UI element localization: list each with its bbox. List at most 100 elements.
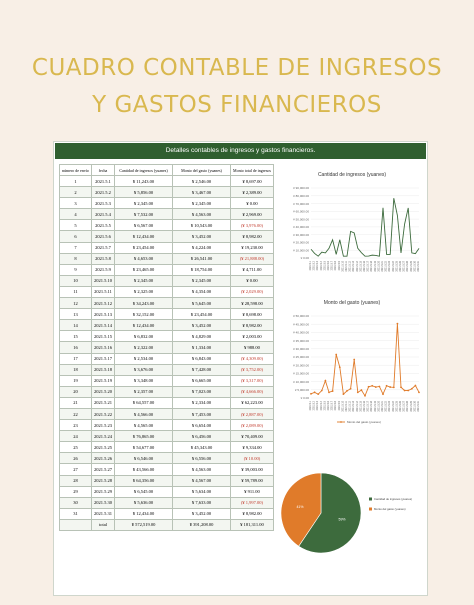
table-cell: 2021.5.13 bbox=[91, 308, 115, 321]
table-row: 9 2021.5.9 ¥ 23,465.00 ¥ 18,754.00 ¥ 4,711.0… bbox=[59, 263, 274, 276]
table-cell: 25 bbox=[59, 441, 92, 454]
table-cell: ¥ 4,653.00 bbox=[114, 252, 173, 265]
table-cell: ¥ 8,697.00 bbox=[230, 174, 274, 188]
x-tick-label: 2021.5.18 bbox=[370, 400, 373, 411]
table-cell: ¥ 572,519.00 bbox=[114, 518, 173, 532]
x-tick-label: 2021.5.7 bbox=[331, 400, 334, 410]
table-cell: (¥ 3,752.00) bbox=[230, 363, 274, 376]
data-point bbox=[382, 393, 384, 396]
table-cell: 2021.5.25 bbox=[91, 441, 115, 454]
table-row: 22 2021.5.22 ¥ 4,566.00 ¥ 7,453.00 (¥ 2,887.… bbox=[59, 407, 274, 421]
x-tick-label: 2021.5.31 bbox=[417, 260, 420, 271]
x-tick-label: 2021.5.25 bbox=[395, 260, 398, 271]
y-tick-label: ¥ 5,000.00 bbox=[295, 388, 310, 392]
y-tick-label: ¥ 25,000.00 bbox=[293, 355, 309, 359]
table-cell: 5 bbox=[59, 219, 92, 232]
x-tick-label: 2021.5.4 bbox=[320, 400, 323, 410]
table-cell: ¥ 11,243.00 bbox=[114, 174, 173, 188]
table-cell: ¥ 4,711.00 bbox=[230, 263, 274, 276]
x-tick-label: 2021.5.22 bbox=[385, 400, 388, 411]
table-cell: (¥ 21,888.00) bbox=[230, 252, 274, 265]
table-cell: ¥ 32,152.00 bbox=[114, 308, 173, 321]
table-cell: ¥ 23,454.00 bbox=[114, 241, 173, 254]
table-row: 14 2021.5.14 ¥ 12,434.00 ¥ 3,452.00 ¥ 8,982.… bbox=[59, 319, 274, 332]
table-row: 30 2021.5.30 ¥ 5,636.00 ¥ 7,633.00 (¥ 1,997.… bbox=[59, 496, 274, 509]
table-cell: ¥ 6,843.00 bbox=[172, 352, 231, 365]
table-cell: ¥ 64,356.00 bbox=[114, 474, 173, 487]
x-tick-label: 2021.5.30 bbox=[413, 260, 416, 271]
table-cell: ¥ 9,334.00 bbox=[230, 441, 274, 454]
data-point bbox=[378, 385, 381, 388]
table-cell: ¥ 6,556.00 bbox=[172, 452, 231, 465]
table-cell: (¥ 2,089.00) bbox=[230, 419, 274, 432]
table-cell: 6 bbox=[59, 230, 92, 243]
page-title-line1: CUADRO CONTABLE DE INGRESOS bbox=[31, 55, 443, 81]
x-tick-label: 2021.5.15 bbox=[359, 400, 362, 411]
table-cell: 28 bbox=[59, 474, 92, 487]
x-tick-label: 2021.5.30 bbox=[413, 400, 416, 411]
table-cell: 21 bbox=[59, 396, 92, 409]
series-line bbox=[310, 323, 420, 397]
data-point bbox=[407, 389, 410, 392]
x-tick-label: 2021.5.17 bbox=[367, 260, 370, 271]
data-point bbox=[360, 389, 363, 391]
table-row: 7 2021.5.7 ¥ 23,454.00 ¥ 4,224.00 ¥ 19,230.0… bbox=[59, 241, 274, 254]
x-tick-label: 2021.5.27 bbox=[403, 400, 406, 411]
x-tick-label: 2021.5.9 bbox=[338, 260, 341, 270]
table-cell: 2021.5.2 bbox=[91, 186, 115, 199]
y-tick-label: ¥ 30,000.00 bbox=[293, 233, 309, 237]
table-row: 17 2021.5.17 ¥ 2,534.00 ¥ 6,843.00 (¥ 4,309.… bbox=[59, 352, 274, 365]
table-cell: ¥ 391,208.00 bbox=[172, 518, 231, 532]
table-cell: ¥ 12,434.00 bbox=[114, 319, 173, 332]
table-cell: ¥ 2,345.00 bbox=[114, 197, 173, 210]
x-tick-label: 2021.5.10 bbox=[341, 400, 344, 411]
x-tick-label: 2021.5.2 bbox=[313, 260, 316, 270]
table-cell: 19 bbox=[59, 374, 92, 387]
x-tick-label: 2021.5.1 bbox=[309, 400, 312, 410]
table-cell: 17 bbox=[59, 352, 92, 365]
table-cell: total bbox=[91, 518, 115, 532]
table-cell: ¥ 2,345.00 bbox=[172, 274, 231, 287]
table-cell: 18 bbox=[59, 363, 92, 376]
pie-percent-label: 59% bbox=[339, 518, 346, 522]
data-point bbox=[317, 393, 320, 396]
table-cell: ¥ 2,322.00 bbox=[114, 341, 173, 354]
table-cell: 22 bbox=[59, 407, 92, 421]
table-cell: ¥ 45,343.00 bbox=[172, 441, 231, 454]
pie-slice bbox=[280, 472, 322, 547]
x-tick-label: 2021.5.17 bbox=[367, 400, 370, 411]
table-cell: ¥ 6,665.00 bbox=[172, 374, 231, 387]
data-point bbox=[335, 353, 338, 356]
total-row: total ¥ 572,519.00 ¥ 391,208.00 ¥ 181,311.0… bbox=[59, 518, 274, 532]
table-cell: ¥ 62,223.00 bbox=[230, 396, 274, 409]
table-cell: ¥ 64,557.00 bbox=[114, 396, 173, 409]
legend-marker bbox=[340, 421, 342, 423]
table-cell: ¥ 7,453.00 bbox=[172, 407, 231, 421]
table-cell: 10 bbox=[59, 274, 92, 287]
table-cell: 27 bbox=[59, 463, 92, 476]
table-cell: 2021.5.8 bbox=[91, 252, 115, 265]
data-point bbox=[364, 394, 366, 397]
table-row: 1 2021.5.1 ¥ 11,243.00 ¥ 2,546.00 ¥ 8,697.00 bbox=[59, 174, 274, 188]
x-tick-label: 2021.5.28 bbox=[406, 400, 409, 411]
x-tick-label: 2021.5.5 bbox=[323, 260, 326, 270]
table-cell: ¥ 2,003.00 bbox=[230, 330, 274, 343]
table-cell: 26 bbox=[59, 452, 92, 465]
table-cell: ¥ 6,545.00 bbox=[114, 485, 173, 498]
table-cell: ¥ 5,634.00 bbox=[172, 485, 231, 498]
table-cell: ¥ 6,567.00 bbox=[114, 219, 173, 232]
x-tick-label: 2021.5.2 bbox=[313, 400, 316, 410]
table-cell: 2021.5.10 bbox=[91, 274, 115, 287]
x-tick-label: 2021.5.21 bbox=[381, 260, 384, 271]
expense-line-chart: ¥ 50,000.00 ¥ 45,000.00 ¥ 40,000.00 ¥ 35,00… bbox=[293, 314, 420, 424]
table-row: 5 2021.5.5 ¥ 6,567.00 ¥ 10,543.00 (¥ 3,976.0… bbox=[59, 219, 274, 232]
y-tick-label: ¥ 40,000.00 bbox=[293, 225, 309, 229]
column-header: Monto del gasto (yuanes) bbox=[172, 164, 231, 176]
x-tick-label: 2021.5.4 bbox=[320, 260, 323, 270]
ledger-table: número de envío fecha Cantidad de ingresos… bbox=[59, 164, 274, 532]
legend-swatch bbox=[369, 507, 372, 511]
table-row: 28 2021.5.28 ¥ 64,356.00 ¥ 4,567.00 ¥ 59,789… bbox=[59, 474, 274, 487]
x-tick-label: 2021.5.8 bbox=[334, 260, 337, 270]
data-point bbox=[313, 391, 316, 394]
x-tick-label: 2021.5.11 bbox=[345, 260, 348, 271]
